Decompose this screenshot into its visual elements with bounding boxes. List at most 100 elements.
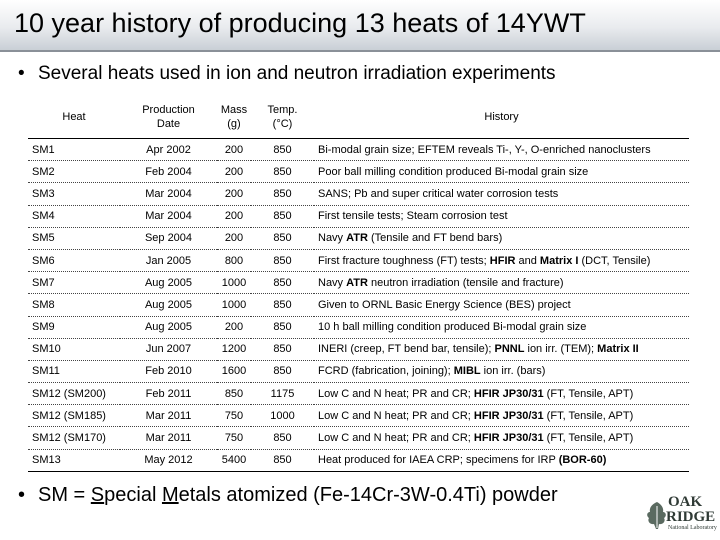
history-emphasis: HFIR JP30/31: [473, 409, 544, 422]
logo-word-ridge: RIDGE: [666, 509, 716, 525]
cell-history: Poor ball milling condition produced Bi-…: [314, 160, 689, 184]
table-row: SM6 Jan 2005 800 850 First fracture toughnes…: [28, 249, 689, 273]
cell-production-date: Feb 2004: [120, 160, 217, 184]
history-text: Low C and N heat; PR and CR;: [318, 409, 474, 422]
cell-mass: 200: [217, 160, 251, 184]
table-row: SM13 May 2012 5400 850 Heat produced for IAE…: [28, 449, 689, 472]
cell-heat: SM1: [28, 138, 120, 162]
cell-history: 10 h ball milling condition produced Bi-…: [314, 316, 689, 339]
history-text: (Tensile and FT bend bars): [367, 232, 503, 245]
cell-history: Navy ATR neutron irradiation (tensile an…: [314, 271, 689, 295]
cell-heat: SM10: [28, 338, 120, 361]
table-row: SM9 Aug 2005 200 850 10 h ball milling condi…: [28, 316, 689, 339]
cell-mass: 800: [217, 249, 251, 273]
history-text: First tensile tests; Steam corrosion tes…: [318, 210, 508, 223]
history-text: neutron irradiation (tensile and fractur…: [367, 276, 564, 289]
history-text: INERI (creep, FT bend bar, tensile);: [318, 343, 495, 356]
sm-s-underlined: S: [90, 484, 105, 506]
cell-history: SANS; Pb and super critical water corros…: [314, 182, 689, 206]
history-emphasis: (BOR-60): [558, 454, 607, 467]
cell-temp: 850: [251, 338, 314, 361]
cell-production-date: Aug 2005: [120, 316, 217, 339]
history-text: Navy: [318, 276, 347, 289]
history-text: Given to ORNL Basic Energy Science (BES)…: [318, 298, 571, 311]
history-emphasis: HFIR JP30/31: [473, 387, 544, 400]
history-text: Low C and N heat; PR and CR;: [318, 387, 474, 400]
cell-heat: SM3: [28, 182, 120, 206]
history-emphasis: ATR: [346, 232, 368, 245]
sm-suffix: atomized (Fe-14Cr-3W-0.4Ti) powder: [220, 484, 558, 506]
history-emphasis: MIBL: [453, 365, 481, 378]
history-text: FCRD (fabrication, joining);: [318, 365, 454, 378]
cell-temp: 850: [251, 449, 314, 472]
table-row: SM11 Feb 2010 1600 850 FCRD (fabrication, jo…: [28, 360, 689, 384]
cell-heat: SM7: [28, 271, 120, 295]
table-row: SM2 Feb 2004 200 850 Poor ball milling condi…: [28, 160, 689, 184]
history-emphasis: ATR: [346, 276, 368, 289]
history-text: (FT, Tensile, APT): [543, 432, 634, 445]
table-header-row: Heat Production Date Mass (g) Temp. (°C) Hi…: [28, 96, 689, 139]
table-row: SM7 Aug 2005 1000 850 Navy ATR neutron irrad…: [28, 271, 689, 295]
cell-mass: 750: [217, 404, 251, 428]
bullet-dot-icon: •: [18, 484, 26, 506]
cell-history: Navy ATR (Tensile and FT bend bars): [314, 227, 689, 250]
cell-heat: SM12 (SM200): [28, 382, 120, 406]
history-text: SANS; Pb and super critical water corros…: [318, 187, 559, 200]
logo-word-national-laboratory: National Laboratory: [668, 525, 717, 531]
cell-temp: 1175: [251, 382, 314, 406]
sm-m-underlined: M: [161, 484, 179, 506]
title-divider: [0, 50, 720, 52]
cell-temp: 850: [251, 360, 314, 384]
cell-mass: 200: [217, 205, 251, 228]
history-emphasis: HFIR JP30/31: [473, 432, 544, 445]
history-text: (DCT, Tensile): [578, 254, 651, 267]
table-row: SM5 Sep 2004 200 850 Navy ATR (Tensile and F…: [28, 227, 689, 250]
bullet-dot-icon: •: [18, 63, 25, 84]
cell-heat: SM8: [28, 293, 120, 317]
cell-production-date: Sep 2004: [120, 227, 217, 250]
cell-temp: 850: [251, 271, 314, 295]
header-heat: Heat: [28, 96, 120, 139]
cell-mass: 200: [217, 227, 251, 250]
cell-heat: SM12 (SM170): [28, 426, 120, 450]
cell-history: Heat produced for IAEA CRP; specimens fo…: [314, 449, 689, 472]
cell-history: First tensile tests; Steam corrosion tes…: [314, 205, 689, 228]
cell-production-date: Jun 2007: [120, 338, 217, 361]
history-text: ion irr. (TEM);: [524, 343, 598, 356]
cell-history: FCRD (fabrication, joining); MIBL ion ir…: [314, 360, 689, 384]
cell-mass: 1000: [217, 293, 251, 317]
history-text: Navy: [318, 232, 347, 245]
cell-temp: 850: [251, 316, 314, 339]
oak-leaf-icon: [647, 502, 666, 529]
cell-temp: 850: [251, 138, 314, 162]
cell-production-date: Jan 2005: [120, 249, 217, 273]
cell-heat: SM4: [28, 205, 120, 228]
cell-production-date: Feb 2011: [120, 382, 217, 406]
cell-history: Low C and N heat; PR and CR; HFIR JP30/3…: [314, 426, 689, 450]
cell-temp: 850: [251, 205, 314, 228]
heats-table: Heat Production Date Mass (g) Temp. (°C) Hi…: [28, 96, 689, 472]
table-row: SM10 Jun 2007 1200 850 INERI (creep, FT bend…: [28, 338, 689, 361]
cell-heat: SM11: [28, 360, 120, 384]
cell-mass: 850: [217, 382, 251, 406]
table-row: SM12 (SM170) Mar 2011 750 850 Low C and N he…: [28, 426, 689, 450]
cell-heat: SM13: [28, 449, 120, 472]
history-text: 10 h ball milling condition produced Bi-…: [318, 321, 587, 334]
cell-mass: 1000: [217, 271, 251, 295]
history-text: Poor ball milling condition produced Bi-…: [318, 165, 589, 178]
cell-temp: 850: [251, 227, 314, 250]
cell-heat: SM9: [28, 316, 120, 339]
cell-history: Low C and N heat; PR and CR; HFIR JP30/3…: [314, 382, 689, 406]
history-emphasis: HFIR: [489, 254, 516, 267]
cell-mass: 1200: [217, 338, 251, 361]
logo-word-oak: OAK: [668, 494, 703, 510]
cell-heat: SM2: [28, 160, 120, 184]
sm-prefix: SM =: [38, 484, 91, 506]
bullet-text: Several heats used in ion and neutron ir…: [38, 63, 556, 84]
header-history: History: [314, 96, 689, 139]
cell-temp: 850: [251, 426, 314, 450]
cell-production-date: Aug 2005: [120, 271, 217, 295]
cell-mass: 5400: [217, 449, 251, 472]
table-row: SM1 Apr 2002 200 850 Bi-modal grain size; EF…: [28, 138, 689, 162]
table-row: SM12 (SM200) Feb 2011 850 1175 Low C and N h…: [28, 382, 689, 406]
